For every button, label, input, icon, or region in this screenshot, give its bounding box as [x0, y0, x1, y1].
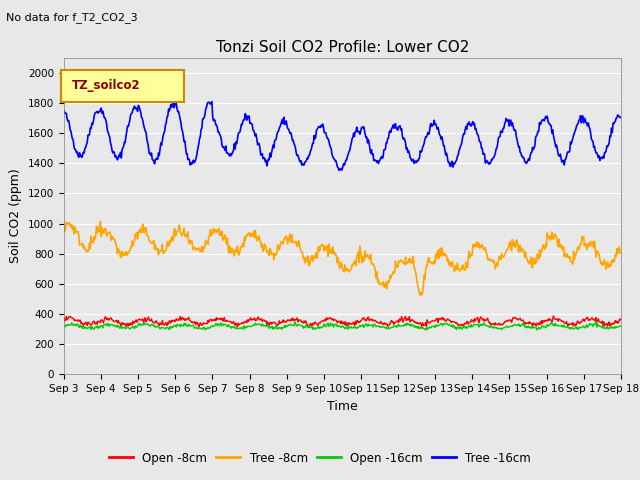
Tree -16cm — [70, 144, 78, 150]
Open -8cm — [550, 313, 557, 319]
Open -16cm — [184, 323, 192, 329]
Text: TZ_soilco2: TZ_soilco2 — [72, 79, 141, 92]
Tree -16cm — [184, 156, 192, 162]
Open -16cm — [617, 323, 625, 329]
Tree -8cm — [60, 223, 68, 229]
Line: Tree -16cm: Tree -16cm — [64, 101, 621, 170]
Tree -16cm — [412, 160, 419, 166]
Open -8cm — [617, 317, 625, 323]
Open -16cm — [422, 327, 429, 333]
Open -16cm — [60, 324, 68, 329]
Open -8cm — [234, 324, 241, 330]
Tree -16cm — [617, 115, 625, 120]
Open -16cm — [428, 324, 435, 330]
Title: Tonzi Soil CO2 Profile: Lower CO2: Tonzi Soil CO2 Profile: Lower CO2 — [216, 40, 469, 55]
FancyBboxPatch shape — [61, 70, 184, 102]
Open -16cm — [410, 324, 418, 330]
Tree -8cm — [428, 261, 436, 266]
Tree -8cm — [214, 228, 222, 234]
Tree -16cm — [127, 110, 135, 116]
Tree -16cm — [208, 98, 216, 104]
Tree -16cm — [214, 129, 222, 135]
Open -8cm — [428, 319, 435, 324]
Open -8cm — [127, 321, 135, 326]
Tree -8cm — [411, 266, 419, 272]
Line: Open -16cm: Open -16cm — [64, 322, 621, 330]
Open -8cm — [184, 316, 192, 322]
Tree -8cm — [70, 231, 78, 237]
Tree -16cm — [428, 123, 436, 129]
Open -16cm — [127, 324, 135, 330]
Open -8cm — [60, 319, 68, 325]
Line: Tree -8cm: Tree -8cm — [64, 222, 621, 295]
Tree -8cm — [97, 219, 104, 225]
Open -16cm — [214, 323, 221, 329]
Legend: Open -8cm, Tree -8cm, Open -16cm, Tree -16cm: Open -8cm, Tree -8cm, Open -16cm, Tree -… — [104, 447, 536, 469]
Line: Open -8cm: Open -8cm — [64, 316, 621, 327]
Tree -8cm — [417, 292, 424, 298]
Open -8cm — [214, 317, 221, 323]
Tree -8cm — [617, 250, 625, 256]
Open -8cm — [70, 317, 78, 323]
Y-axis label: Soil CO2 (ppm): Soil CO2 (ppm) — [10, 168, 22, 264]
Open -8cm — [411, 320, 419, 325]
Text: No data for f_T2_CO2_3: No data for f_T2_CO2_3 — [6, 12, 138, 23]
Tree -8cm — [185, 240, 193, 245]
Tree -16cm — [60, 108, 68, 114]
Open -16cm — [70, 323, 78, 328]
Tree -8cm — [128, 238, 136, 244]
X-axis label: Time: Time — [327, 400, 358, 413]
Tree -16cm — [335, 168, 343, 173]
Open -16cm — [592, 319, 600, 324]
